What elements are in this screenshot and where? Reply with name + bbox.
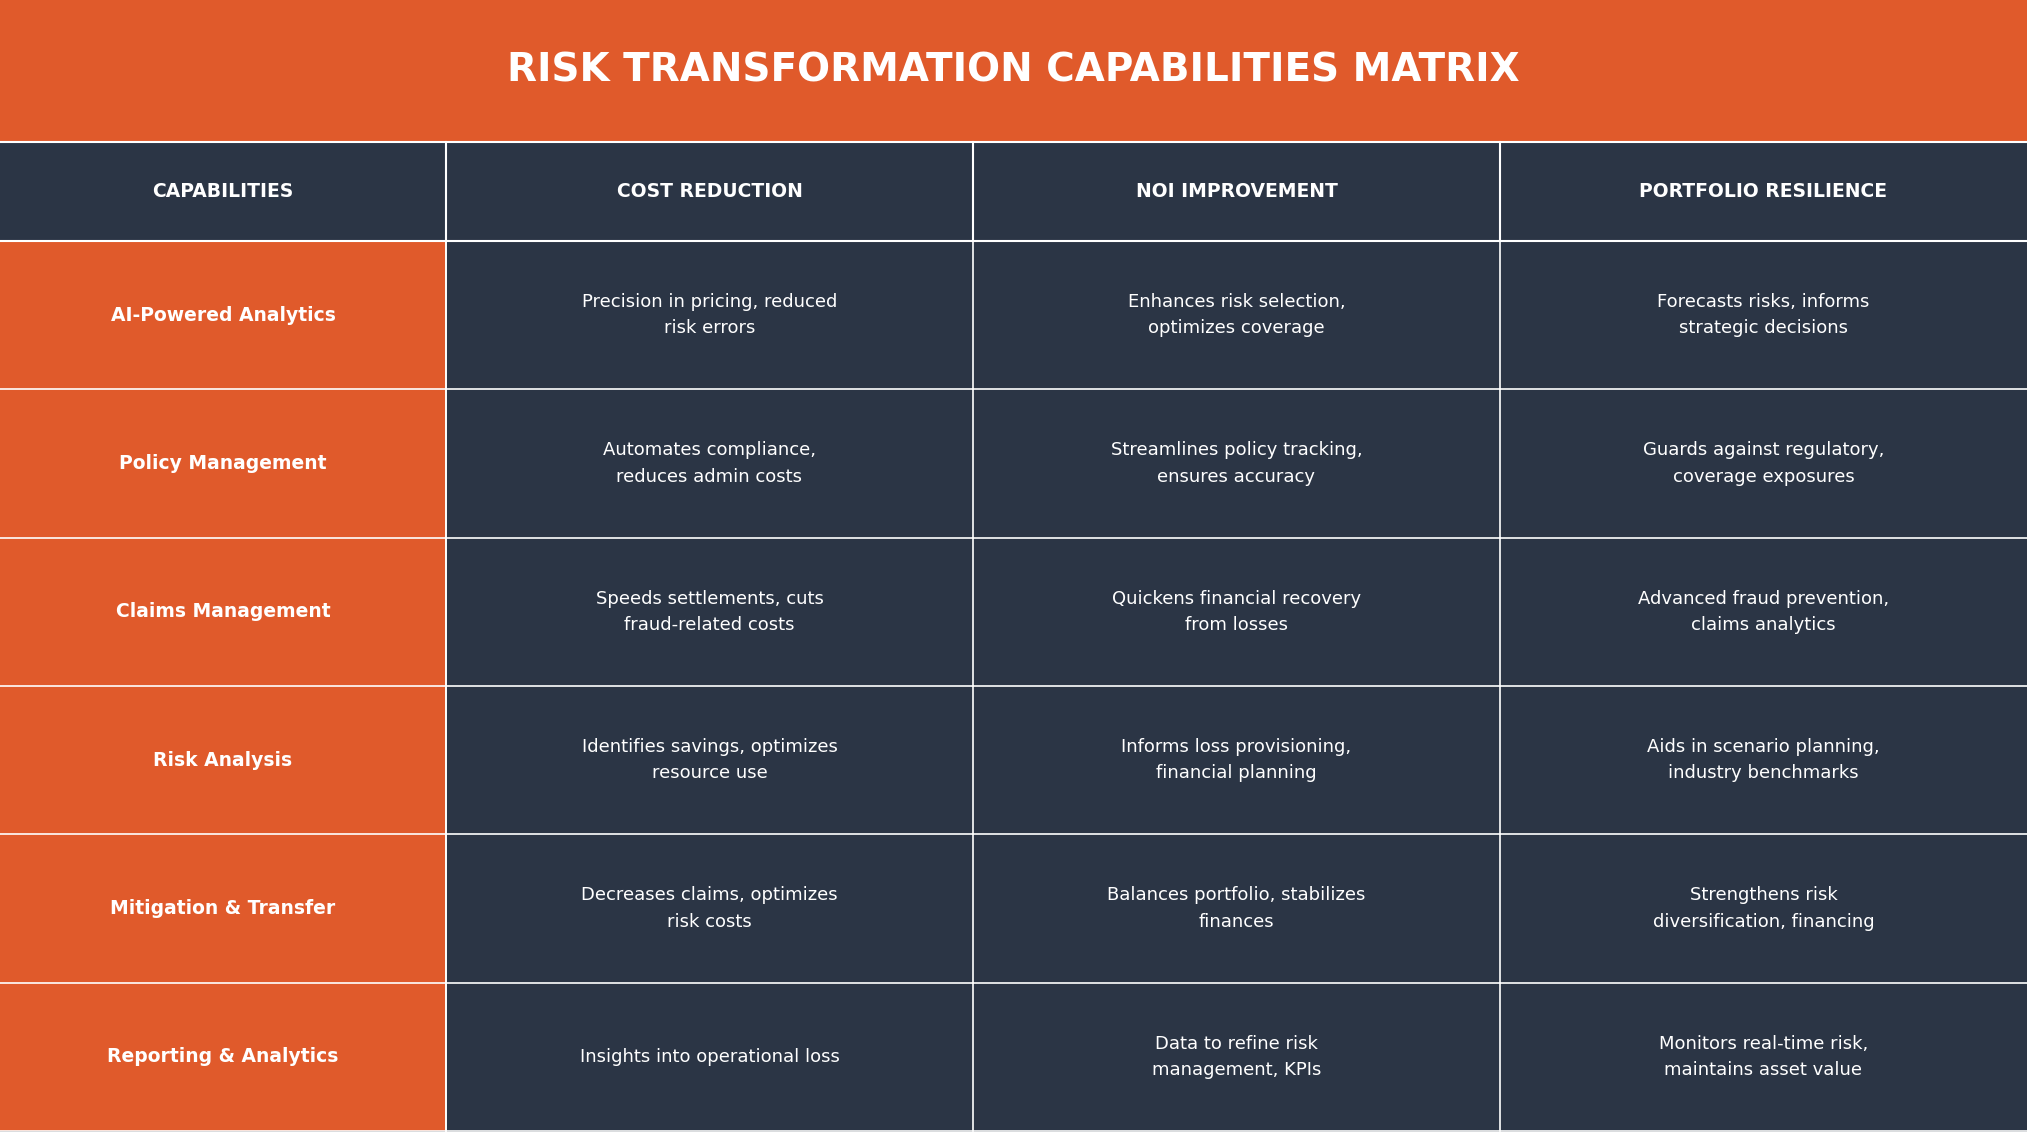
FancyBboxPatch shape [1500,983,2027,1131]
Text: Enhances risk selection,
optimizes coverage: Enhances risk selection, optimizes cover… [1127,293,1346,337]
FancyBboxPatch shape [1500,834,2027,983]
Text: Identifies savings, optimizes
resource use: Identifies savings, optimizes resource u… [582,738,837,782]
Text: Mitigation & Transfer: Mitigation & Transfer [109,899,336,918]
FancyBboxPatch shape [0,983,446,1131]
Text: Guards against regulatory,
coverage exposures: Guards against regulatory, coverage expo… [1642,441,1885,486]
FancyBboxPatch shape [446,142,973,241]
FancyBboxPatch shape [0,0,2027,142]
Text: Data to refine risk
management, KPIs: Data to refine risk management, KPIs [1151,1035,1322,1079]
FancyBboxPatch shape [0,142,446,241]
FancyBboxPatch shape [0,834,446,983]
Text: Quickens financial recovery
from losses: Quickens financial recovery from losses [1113,590,1360,634]
Text: CAPABILITIES: CAPABILITIES [152,182,294,200]
Text: Reporting & Analytics: Reporting & Analytics [107,1047,339,1066]
Text: Strengthens risk
diversification, financing: Strengthens risk diversification, financ… [1652,886,1875,931]
Text: Advanced fraud prevention,
claims analytics: Advanced fraud prevention, claims analyt… [1638,590,1889,634]
Text: Aids in scenario planning,
industry benchmarks: Aids in scenario planning, industry benc… [1648,738,1879,782]
FancyBboxPatch shape [446,389,973,538]
Text: Insights into operational loss: Insights into operational loss [580,1048,839,1065]
FancyBboxPatch shape [973,142,1500,241]
Text: PORTFOLIO RESILIENCE: PORTFOLIO RESILIENCE [1640,182,1887,200]
FancyBboxPatch shape [446,983,973,1131]
Text: Decreases claims, optimizes
risk costs: Decreases claims, optimizes risk costs [582,886,837,931]
FancyBboxPatch shape [973,538,1500,686]
Text: Monitors real-time risk,
maintains asset value: Monitors real-time risk, maintains asset… [1658,1035,1869,1079]
Text: Automates compliance,
reduces admin costs: Automates compliance, reduces admin cost… [602,441,817,486]
FancyBboxPatch shape [973,983,1500,1131]
FancyBboxPatch shape [446,241,973,389]
FancyBboxPatch shape [973,389,1500,538]
FancyBboxPatch shape [0,389,446,538]
Text: Speeds settlements, cuts
fraud-related costs: Speeds settlements, cuts fraud-related c… [596,590,823,634]
Text: Forecasts risks, informs
strategic decisions: Forecasts risks, informs strategic decis… [1658,293,1869,337]
Text: COST REDUCTION: COST REDUCTION [616,182,803,200]
FancyBboxPatch shape [973,834,1500,983]
FancyBboxPatch shape [0,686,446,834]
FancyBboxPatch shape [0,241,446,389]
Text: AI-Powered Analytics: AI-Powered Analytics [111,306,334,325]
Text: Claims Management: Claims Management [116,602,330,621]
FancyBboxPatch shape [1500,538,2027,686]
FancyBboxPatch shape [1500,142,2027,241]
FancyBboxPatch shape [1500,389,2027,538]
Text: Balances portfolio, stabilizes
finances: Balances portfolio, stabilizes finances [1107,886,1366,931]
FancyBboxPatch shape [1500,686,2027,834]
FancyBboxPatch shape [446,834,973,983]
Text: Policy Management: Policy Management [120,454,326,473]
Text: RISK TRANSFORMATION CAPABILITIES MATRIX: RISK TRANSFORMATION CAPABILITIES MATRIX [507,52,1520,89]
FancyBboxPatch shape [446,538,973,686]
FancyBboxPatch shape [0,538,446,686]
FancyBboxPatch shape [1500,241,2027,389]
FancyBboxPatch shape [446,686,973,834]
Text: Precision in pricing, reduced
risk errors: Precision in pricing, reduced risk error… [582,293,837,337]
FancyBboxPatch shape [973,686,1500,834]
Text: Informs loss provisioning,
financial planning: Informs loss provisioning, financial pla… [1121,738,1352,782]
FancyBboxPatch shape [973,241,1500,389]
Text: NOI IMPROVEMENT: NOI IMPROVEMENT [1135,182,1338,200]
Text: Risk Analysis: Risk Analysis [154,751,292,770]
Text: Streamlines policy tracking,
ensures accuracy: Streamlines policy tracking, ensures acc… [1111,441,1362,486]
